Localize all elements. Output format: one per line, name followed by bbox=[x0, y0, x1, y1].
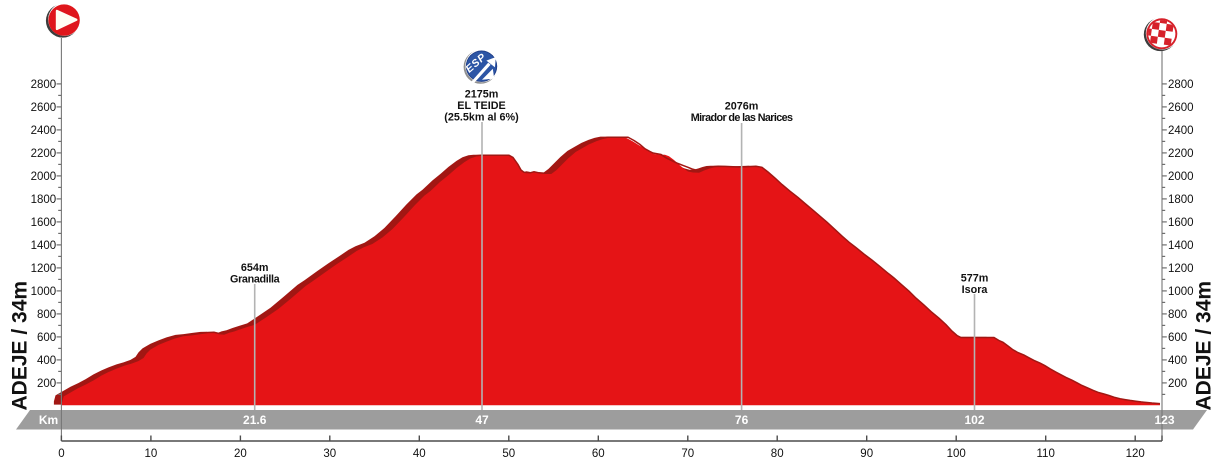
svg-text:200: 200 bbox=[37, 378, 56, 390]
svg-text:1800: 1800 bbox=[1168, 194, 1194, 206]
svg-text:ADEJE / 34m: ADEJE / 34m bbox=[9, 281, 32, 411]
svg-text:ADEJE / 34m: ADEJE / 34m bbox=[1193, 281, 1216, 411]
svg-text:102: 102 bbox=[964, 413, 984, 427]
svg-text:800: 800 bbox=[1168, 309, 1187, 321]
svg-text:Km: Km bbox=[39, 413, 58, 427]
svg-text:400: 400 bbox=[1168, 355, 1187, 367]
svg-text:2600: 2600 bbox=[31, 102, 57, 114]
svg-text:2600: 2600 bbox=[1168, 102, 1194, 114]
svg-text:577m: 577m bbox=[961, 273, 989, 285]
svg-text:10: 10 bbox=[145, 448, 158, 460]
svg-text:200: 200 bbox=[1168, 378, 1187, 390]
svg-text:40: 40 bbox=[413, 448, 426, 460]
svg-text:2000: 2000 bbox=[1168, 171, 1194, 183]
svg-text:400: 400 bbox=[37, 355, 56, 367]
svg-text:110: 110 bbox=[1037, 448, 1055, 460]
svg-text:654m: 654m bbox=[241, 262, 269, 274]
svg-text:2200: 2200 bbox=[1168, 148, 1194, 160]
svg-text:1600: 1600 bbox=[1168, 217, 1194, 229]
svg-text:100: 100 bbox=[947, 448, 966, 460]
svg-text:2400: 2400 bbox=[1168, 125, 1194, 137]
svg-text:(25.5km al 6%): (25.5km al 6%) bbox=[444, 112, 519, 124]
svg-text:70: 70 bbox=[681, 448, 694, 460]
svg-text:1400: 1400 bbox=[1168, 240, 1194, 252]
svg-text:1200: 1200 bbox=[31, 263, 57, 275]
svg-text:1000: 1000 bbox=[1168, 286, 1194, 298]
svg-text:1600: 1600 bbox=[31, 217, 57, 229]
svg-text:76: 76 bbox=[735, 413, 749, 427]
svg-text:2000: 2000 bbox=[31, 171, 57, 183]
svg-text:47: 47 bbox=[475, 413, 489, 427]
svg-text:120: 120 bbox=[1126, 448, 1145, 460]
svg-text:EL TEIDE: EL TEIDE bbox=[457, 100, 505, 112]
svg-text:1000: 1000 bbox=[31, 286, 57, 298]
svg-text:2200: 2200 bbox=[31, 148, 57, 160]
svg-text:2175m: 2175m bbox=[465, 89, 499, 101]
svg-text:123: 123 bbox=[1154, 413, 1174, 427]
svg-text:50: 50 bbox=[502, 448, 515, 460]
svg-text:0: 0 bbox=[58, 448, 64, 460]
svg-text:60: 60 bbox=[592, 448, 605, 460]
svg-text:2800: 2800 bbox=[1168, 79, 1194, 91]
svg-text:2800: 2800 bbox=[31, 79, 57, 91]
svg-text:600: 600 bbox=[1168, 332, 1187, 344]
svg-text:20: 20 bbox=[234, 448, 247, 460]
svg-text:21.6: 21.6 bbox=[243, 413, 267, 427]
svg-text:Mirador de las Narices: Mirador de las Narices bbox=[691, 112, 793, 124]
svg-text:80: 80 bbox=[771, 448, 784, 460]
svg-text:1200: 1200 bbox=[1168, 263, 1194, 275]
svg-text:Granadilla: Granadilla bbox=[230, 274, 281, 286]
svg-text:2400: 2400 bbox=[31, 125, 57, 137]
svg-text:1800: 1800 bbox=[31, 194, 57, 206]
svg-text:Isora: Isora bbox=[962, 284, 989, 296]
svg-text:1400: 1400 bbox=[31, 240, 57, 252]
svg-text:30: 30 bbox=[323, 448, 336, 460]
svg-text:2076m: 2076m bbox=[725, 101, 759, 113]
svg-text:800: 800 bbox=[37, 309, 56, 321]
svg-text:600: 600 bbox=[37, 332, 56, 344]
svg-text:90: 90 bbox=[860, 448, 873, 460]
